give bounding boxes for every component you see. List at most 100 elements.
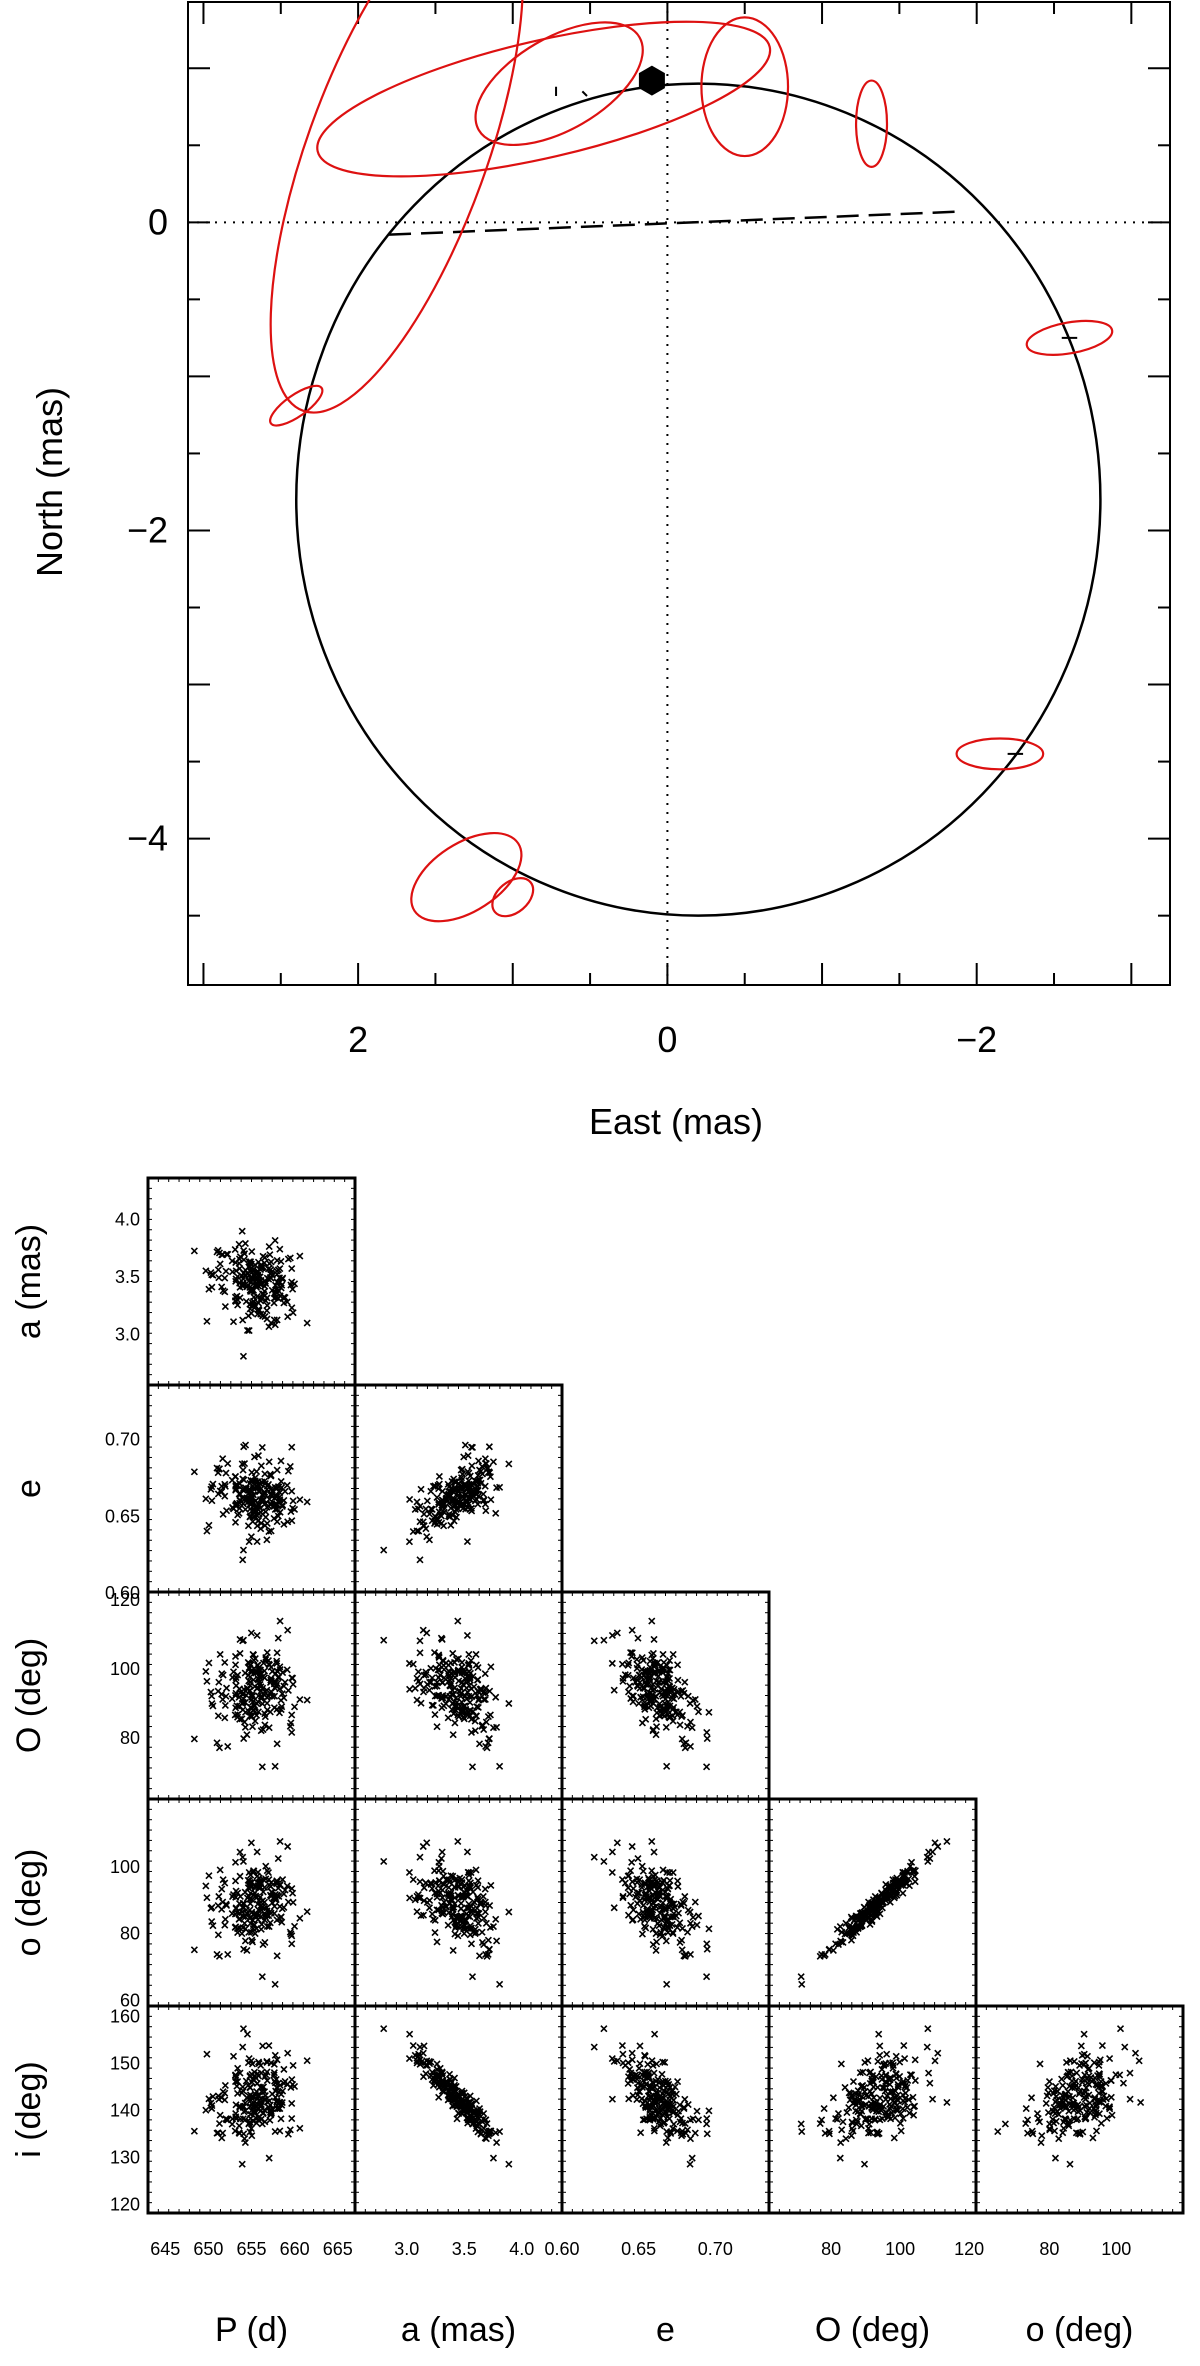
sample-point xyxy=(215,1952,224,1960)
sample-point xyxy=(263,1482,271,1490)
corner-x-tick-label: 0.70 xyxy=(698,2239,733,2259)
sample-point xyxy=(190,1946,198,1954)
sample-point xyxy=(218,2094,226,2102)
sample-point xyxy=(627,1901,635,1909)
sample-point xyxy=(417,1485,425,1493)
sample-point xyxy=(649,1725,657,1734)
sample-point xyxy=(267,1688,275,1696)
sample-point xyxy=(608,1868,616,1876)
sample-point xyxy=(445,1667,453,1675)
corner-x-axis-label: O (deg) xyxy=(815,2311,930,2349)
sample-point xyxy=(663,1762,671,1770)
sample-point xyxy=(216,1260,224,1268)
corner-y-axis-label: e xyxy=(10,1479,48,1498)
sample-point xyxy=(280,1890,288,1898)
corner-y-tick-label: 80 xyxy=(120,1728,140,1748)
sample-point xyxy=(854,1924,862,1932)
sample-point xyxy=(472,1914,481,1922)
sample-point xyxy=(651,1685,659,1693)
sample-point xyxy=(257,1462,265,1470)
sample-point xyxy=(487,1663,495,1671)
sample-point xyxy=(283,1666,291,1674)
sample-point xyxy=(411,1896,419,1904)
sample-point xyxy=(232,1923,240,1931)
sample-point xyxy=(664,1670,672,1678)
sample-point xyxy=(496,1980,504,1988)
sample-point xyxy=(303,1908,311,1916)
sample-point xyxy=(231,1877,240,1885)
sample-point xyxy=(245,1538,253,1546)
sample-point xyxy=(455,1494,463,1502)
sample-point xyxy=(640,1703,649,1711)
sample-point xyxy=(231,1518,240,1526)
sample-point xyxy=(208,1918,216,1926)
sample-point xyxy=(639,1684,647,1692)
sample-point xyxy=(681,1678,689,1686)
sample-point xyxy=(290,2082,299,2090)
sample-point xyxy=(222,1692,230,1700)
sample-point xyxy=(214,1266,222,1274)
sample-point xyxy=(436,1511,444,1519)
sample-point xyxy=(278,1690,286,1698)
corner-x-tick-label: 3.0 xyxy=(394,2239,419,2259)
sample-point xyxy=(642,1715,650,1723)
sample-point xyxy=(263,1274,271,1282)
sample-point xyxy=(454,1882,463,1890)
sample-point xyxy=(236,1649,244,1657)
sample-point xyxy=(265,2154,273,2162)
sample-point xyxy=(265,1528,273,1536)
sample-point xyxy=(221,1915,229,1923)
sample-point xyxy=(481,1908,489,1916)
sample-point xyxy=(247,1666,256,1674)
sample-point xyxy=(265,1881,274,1889)
sample-point xyxy=(289,2061,297,2069)
sample-point xyxy=(691,1898,699,1906)
sample-point xyxy=(449,1905,457,1913)
sample-point xyxy=(457,1466,465,1474)
sample-point xyxy=(231,2078,240,2086)
sample-point xyxy=(262,1279,270,1288)
sample-point xyxy=(290,1505,299,1514)
sample-point xyxy=(257,2069,265,2077)
sample-point xyxy=(461,1692,469,1700)
sample-point xyxy=(239,1924,247,1932)
sample-point xyxy=(245,1326,253,1335)
sample-point xyxy=(241,1913,249,1921)
sample-point xyxy=(232,1267,240,1275)
sample-point xyxy=(232,2101,240,2109)
sample-point xyxy=(635,1889,643,1897)
sample-point xyxy=(505,2160,513,2168)
sample-point xyxy=(208,1497,216,1505)
sample-point xyxy=(472,1485,481,1494)
corner-x-tick-label: 4.0 xyxy=(509,2239,534,2259)
sample-point xyxy=(644,1874,652,1882)
sample-point xyxy=(656,1700,664,1708)
sample-point xyxy=(471,1727,479,1735)
sample-point xyxy=(454,1617,462,1625)
sample-point xyxy=(703,1728,711,1736)
sample-point xyxy=(224,1950,232,1958)
sample-point xyxy=(482,1919,490,1927)
sample-point xyxy=(288,1728,296,1736)
sample-point xyxy=(666,1657,674,1665)
sample-point xyxy=(262,1655,270,1663)
sample-point xyxy=(643,1693,651,1701)
sample-point xyxy=(627,1694,635,1703)
sample-point xyxy=(438,1635,446,1643)
sample-point xyxy=(653,1709,661,1717)
sample-point xyxy=(279,1875,287,1884)
sample-point xyxy=(288,1674,296,1682)
sample-point xyxy=(247,2057,255,2065)
sample-point xyxy=(289,1680,297,1688)
sample-point xyxy=(247,1839,255,1847)
sample-point xyxy=(461,1441,469,1449)
sample-point xyxy=(222,1684,231,1692)
sample-point xyxy=(619,1677,627,1685)
sample-point xyxy=(205,2095,213,2103)
sample-point xyxy=(246,1880,254,1889)
sample-point xyxy=(239,1706,247,1714)
sample-point xyxy=(288,1443,296,1451)
sample-point xyxy=(486,1473,494,1481)
sample-point xyxy=(628,1878,636,1886)
sample-point xyxy=(666,1666,674,1674)
